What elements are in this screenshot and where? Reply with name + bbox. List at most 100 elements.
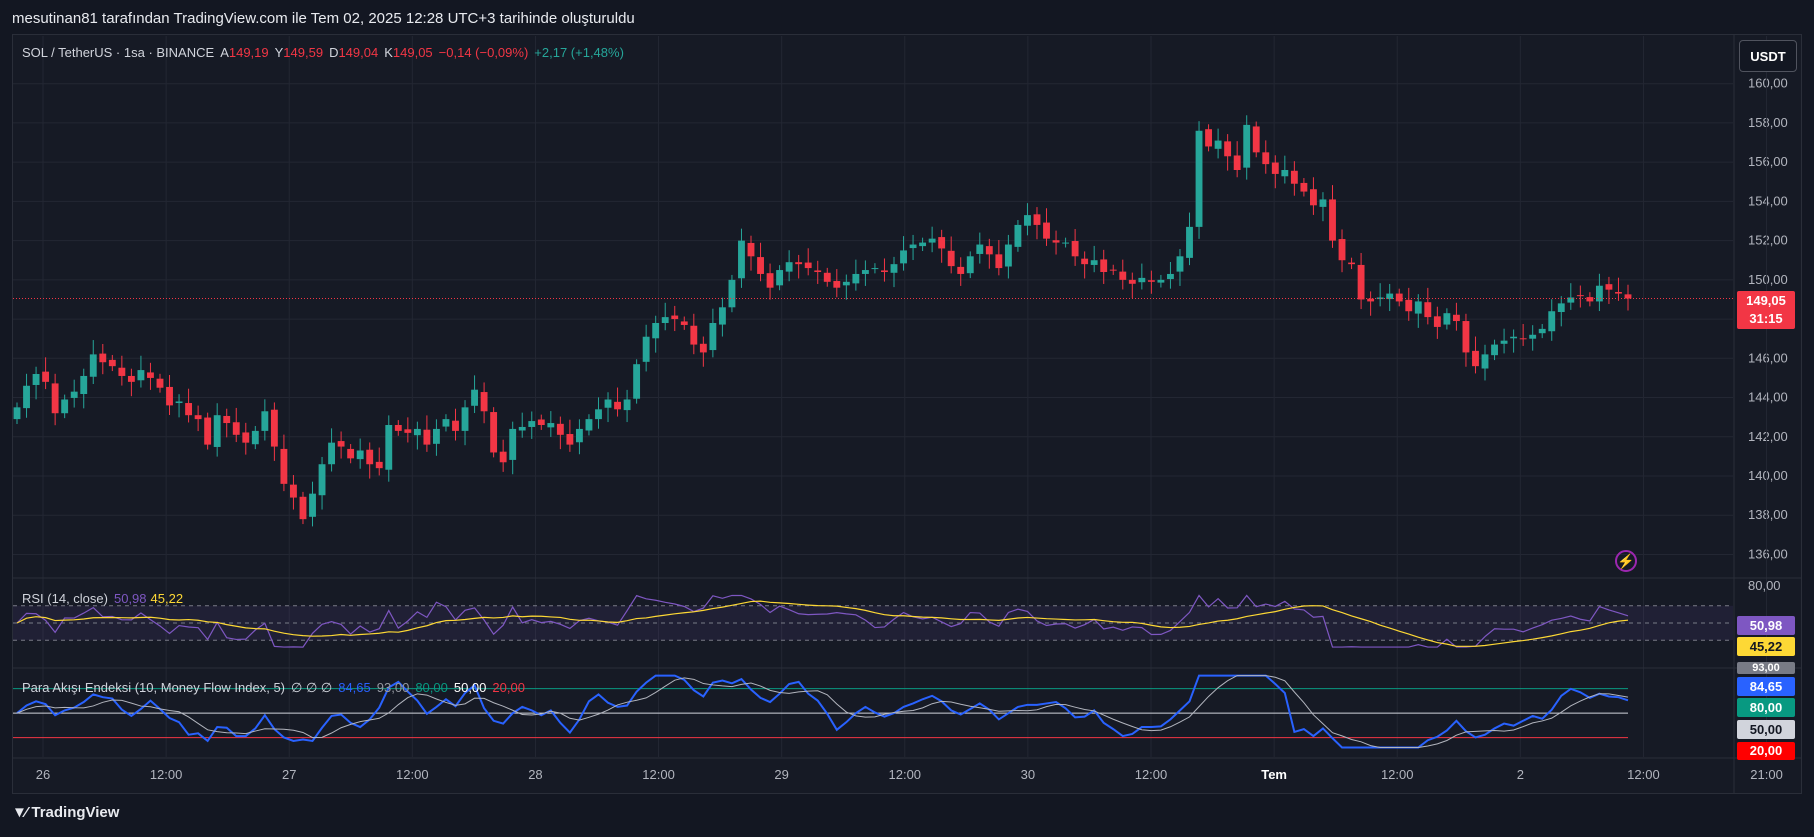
time-tick-label: 12:00 (150, 767, 183, 782)
candle-body (1329, 199, 1336, 241)
high-value: 149,59 (283, 45, 324, 60)
candle-body (575, 428, 583, 443)
time-tick-label: 26 (36, 767, 50, 782)
candle-body (433, 428, 440, 444)
price-tick-label: 144,00 (1748, 390, 1788, 405)
candle-body (699, 343, 707, 353)
candle-body (1186, 226, 1193, 258)
candle-body (394, 425, 402, 431)
price-tick-label: 152,00 (1748, 233, 1788, 248)
candle-body (566, 434, 574, 445)
time-tick-label: 12:00 (1135, 767, 1168, 782)
candle-body (642, 336, 650, 362)
candle-body (1090, 260, 1098, 265)
candle-body (1605, 284, 1613, 290)
candle-body (1424, 302, 1432, 318)
candle-body (1576, 295, 1584, 297)
mfi-upper-tag: 80,00 (1737, 698, 1795, 717)
candle-body (1395, 293, 1403, 302)
candle-body (614, 401, 621, 410)
candle-body (1243, 124, 1251, 168)
candle-body (309, 493, 316, 517)
mfi-value: 84,65 (338, 680, 371, 695)
open-value: 149,19 (228, 45, 269, 60)
candle-body (261, 411, 269, 431)
candle-body (528, 421, 536, 427)
candle-body (909, 244, 917, 249)
main-legend: SOL / TetherUS · 1sa · BINANCE A149,19 Y14… (22, 45, 630, 60)
candle-body (1014, 224, 1022, 247)
candle-body (471, 389, 478, 406)
candle-body (1405, 299, 1413, 312)
time-tick-label: 2 (1517, 767, 1524, 782)
time-tick-label: Tem (1261, 767, 1287, 782)
price-tick-label: 138,00 (1748, 507, 1788, 522)
time-tick-label: 12:00 (642, 767, 675, 782)
candle-body (1043, 222, 1050, 239)
time-tick-label: 21:00 (1750, 767, 1783, 782)
candle-body (280, 448, 288, 484)
symbol-label: SOL / TetherUS · 1sa · BINANCE (22, 45, 215, 60)
candle-body (623, 399, 631, 411)
price-tick-label: 142,00 (1748, 429, 1788, 444)
candle-body (633, 364, 641, 399)
currency-button[interactable]: USDT (1739, 40, 1797, 72)
candle-body (861, 270, 869, 274)
candle-body (1128, 279, 1136, 284)
candle-body (375, 461, 383, 469)
candle-body (547, 423, 555, 428)
low-value: 149,04 (338, 45, 379, 60)
candle-body (585, 419, 593, 431)
candle-body (1462, 321, 1470, 353)
candle-body (204, 417, 212, 445)
rsi-value: 50,98 (113, 591, 147, 606)
candle-body (299, 496, 307, 520)
candle-body (1252, 126, 1260, 153)
candle-body (61, 399, 69, 414)
price-tick-label: 136,00 (1748, 546, 1788, 561)
candle-body (1319, 199, 1327, 207)
mfi-mid-tag: 50,00 (1737, 720, 1795, 739)
candle-body (1529, 334, 1537, 339)
candle-body (404, 429, 412, 433)
mfi-name: Para Akışı Endeksi (10, Money Flow Index… (22, 680, 286, 695)
candle-body (537, 419, 545, 425)
candle-body (270, 409, 278, 447)
change-value: −0,14 (−0,09%) (438, 45, 529, 60)
candle-body (776, 270, 784, 286)
snapshot-credit: mesutinan81 tarafından TradingView.com i… (12, 10, 635, 27)
rsi-ma-value: 45,22 (150, 591, 184, 606)
rsi-ma-line (16, 600, 1629, 647)
lightning-icon[interactable]: ⚡ (1615, 550, 1637, 572)
time-tick-label: 30 (1021, 767, 1035, 782)
high-label: Y (274, 45, 284, 60)
candle-body (242, 432, 250, 443)
candle-body (108, 359, 116, 367)
candle-body (423, 429, 431, 445)
candle-body (976, 244, 984, 254)
candle-body (556, 423, 564, 435)
mfi-symbols: ∅ ∅ ∅ (291, 680, 333, 695)
rsi-name: RSI (14, close) (22, 591, 108, 606)
candle-body (1004, 244, 1012, 267)
candle-body (1557, 303, 1565, 313)
candle-body (1452, 314, 1460, 322)
candle-body (51, 383, 59, 414)
candle-body (175, 401, 183, 404)
open-label: A (220, 45, 229, 60)
candle-body (1548, 311, 1556, 332)
candle-body (1357, 264, 1365, 300)
candle-body (1538, 328, 1546, 334)
price-tick-label: 140,00 (1748, 468, 1788, 483)
candle-body (1271, 162, 1279, 174)
secondary-change: +2,17 (+1,48%) (534, 45, 624, 60)
candle-body (356, 450, 364, 460)
chart-frame[interactable] (12, 34, 1802, 794)
price-tag-countdown: 31:15 (1749, 311, 1783, 326)
candle-body (461, 407, 469, 431)
candle-body (99, 353, 107, 363)
candle-body (80, 375, 88, 395)
candle-body (795, 262, 803, 265)
candle-body (1443, 313, 1451, 325)
